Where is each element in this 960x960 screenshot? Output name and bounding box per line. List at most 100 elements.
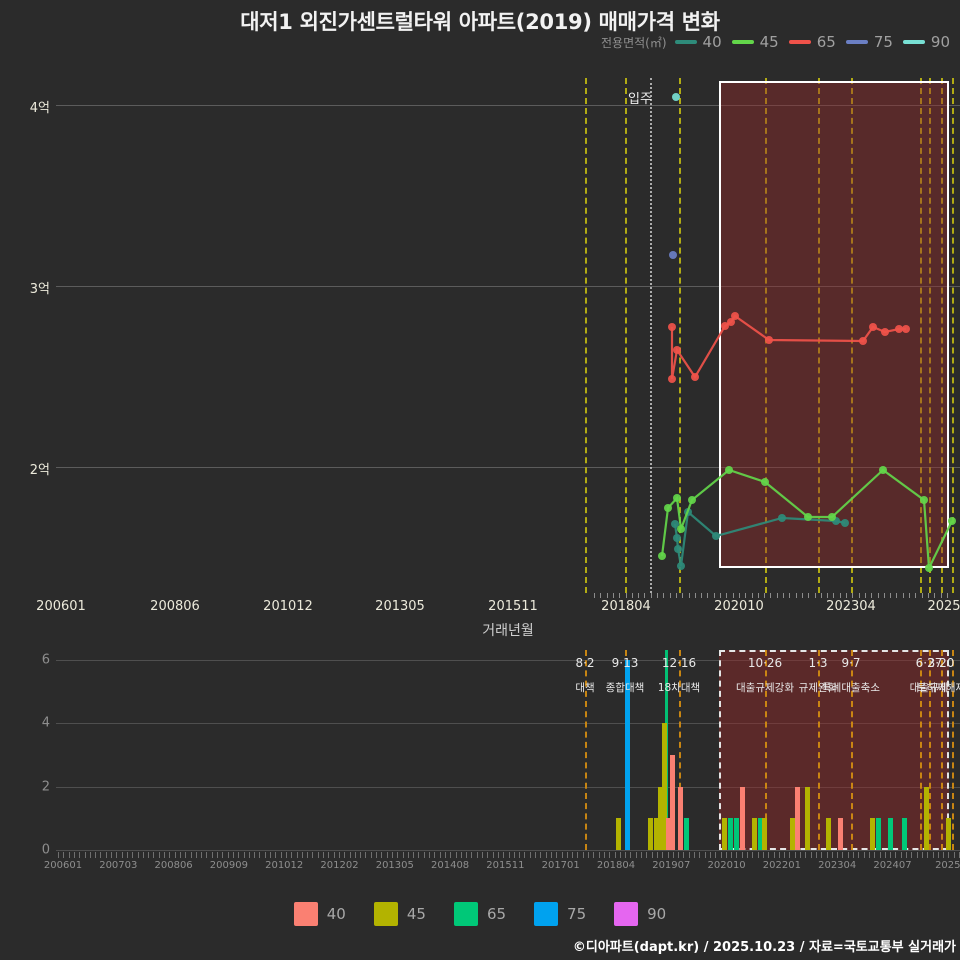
price-data-point-40[interactable] [674, 545, 682, 553]
volume-bar[interactable] [658, 786, 663, 850]
volume-bar[interactable] [678, 786, 683, 850]
price-data-point-45[interactable] [658, 552, 666, 560]
price-data-point-45[interactable] [688, 496, 696, 504]
volume-bar[interactable] [902, 818, 907, 850]
volume-bar[interactable] [790, 818, 795, 850]
volume-bar[interactable] [662, 723, 667, 850]
volume-x-minor-tick [232, 852, 234, 858]
price-data-point-65[interactable] [691, 373, 699, 381]
price-data-point-65[interactable] [668, 323, 676, 331]
volume-bar[interactable] [728, 818, 733, 850]
volume-bar[interactable] [670, 754, 675, 850]
volume-bar[interactable] [826, 818, 831, 850]
legend-item-75[interactable]: 75 [845, 33, 893, 51]
legend-item-90[interactable]: 90 [902, 33, 950, 51]
policy-date-label: 8·2 [575, 656, 595, 670]
price-data-point-40[interactable] [671, 520, 679, 528]
volume-bar[interactable] [795, 786, 800, 850]
volume-bar[interactable] [734, 818, 739, 850]
legend-item-45[interactable]: 45 [731, 33, 779, 51]
price-x-minor-tick [606, 593, 608, 598]
volume-bar[interactable] [654, 818, 659, 850]
price-data-point-65[interactable] [869, 323, 877, 331]
price-data-point-65[interactable] [895, 325, 903, 333]
volume-bar[interactable] [722, 818, 727, 850]
price-data-point-45[interactable] [879, 466, 887, 474]
price-y-tick-label: 4억 [29, 101, 50, 117]
volume-bar[interactable] [924, 786, 929, 850]
volume-x-tick-label: 200601 [43, 860, 83, 871]
volume-x-minor-tick [582, 852, 584, 858]
vol-legend-item-75[interactable]: 75 [534, 902, 586, 926]
price-data-point-65[interactable] [859, 337, 867, 345]
volume-bar[interactable] [648, 818, 653, 850]
volume-bar[interactable] [616, 818, 621, 850]
vol-legend-item-45[interactable]: 45 [373, 902, 426, 926]
price-data-point-65[interactable] [765, 336, 773, 344]
volume-bar[interactable] [752, 818, 757, 850]
volume-x-minor-tick [757, 852, 759, 858]
volume-bar[interactable] [870, 818, 875, 850]
volume-bar[interactable] [666, 818, 671, 850]
legend-label-65: 65 [816, 33, 836, 51]
volume-bar[interactable] [888, 818, 893, 850]
volume-bar[interactable] [625, 659, 630, 850]
volume-bar[interactable] [762, 818, 767, 850]
vol-legend-item-65[interactable]: 65 [453, 902, 506, 926]
price-data-point-45[interactable] [673, 494, 681, 502]
price-data-point-45[interactable] [664, 504, 672, 512]
price-data-point-40[interactable] [841, 519, 849, 527]
price-data-point-65[interactable] [731, 312, 739, 320]
volume-x-minor-tick [121, 852, 123, 858]
price-data-point-45[interactable] [725, 466, 733, 474]
price-data-point-45[interactable] [920, 496, 928, 504]
volume-bar[interactable] [805, 786, 810, 850]
price-data-point-65[interactable] [673, 346, 681, 354]
volume-chart[interactable]: 8·2 대책 9·13 종합대책 12·16 18차대책 10·26 대출규제강화 1·3 규제완… [56, 650, 960, 851]
volume-bar[interactable] [876, 818, 881, 850]
vol-legend-item-40[interactable]: 40 [293, 902, 346, 926]
price-data-point-75[interactable] [669, 251, 677, 259]
price-data-point-65[interactable] [668, 375, 676, 383]
price-data-point-65[interactable] [721, 322, 729, 330]
price-x-minor-tick [864, 593, 866, 598]
price-data-point-45[interactable] [948, 517, 956, 525]
volume-bar[interactable] [740, 786, 745, 850]
volume-x-minor-tick [270, 852, 271, 858]
price-data-point-90[interactable] [672, 93, 680, 101]
price-x-minor-tick [669, 593, 671, 598]
price-data-point-65[interactable] [881, 328, 889, 336]
price-data-point-45[interactable] [828, 513, 836, 521]
volume-x-tick-label: 200703 [99, 860, 138, 871]
price-data-point-40[interactable] [778, 514, 786, 522]
volume-bar[interactable] [946, 818, 951, 850]
price-data-point-45[interactable] [677, 525, 685, 533]
legend-item-65[interactable]: 65 [788, 33, 836, 51]
volume-x-minor-tick [84, 852, 86, 858]
volume-bar[interactable] [838, 818, 843, 850]
price-x-minor-tick [890, 593, 892, 598]
volume-bar[interactable] [684, 818, 689, 850]
price-data-point-40[interactable] [673, 534, 681, 542]
volume-x-minor-tick [418, 852, 420, 858]
price-data-point-65[interactable] [727, 318, 735, 326]
volume-bar[interactable] [758, 818, 763, 850]
legend-swatch-90 [902, 40, 925, 44]
volume-x-minor-tick [386, 852, 388, 858]
price-x-minor-ticks [56, 593, 960, 599]
move-in-label: 입주 [628, 92, 652, 107]
policy-vertical-line [941, 650, 943, 850]
policy-vertical-line [679, 650, 681, 850]
volume-x-minor-tick [879, 852, 881, 858]
volume-x-minor-tick [588, 852, 589, 858]
price-data-point-65[interactable] [902, 325, 910, 333]
price-data-point-40[interactable] [712, 532, 720, 540]
price-chart[interactable]: 입주 [56, 78, 960, 593]
price-data-point-45[interactable] [925, 564, 933, 572]
policy-date-label: 10·26 [747, 656, 783, 670]
price-data-point-45[interactable] [804, 513, 812, 521]
vol-legend-item-90[interactable]: 90 [614, 902, 666, 926]
price-data-point-40[interactable] [677, 562, 685, 570]
price-data-point-45[interactable] [761, 478, 769, 486]
legend-item-40[interactable]: 40 [674, 33, 722, 51]
